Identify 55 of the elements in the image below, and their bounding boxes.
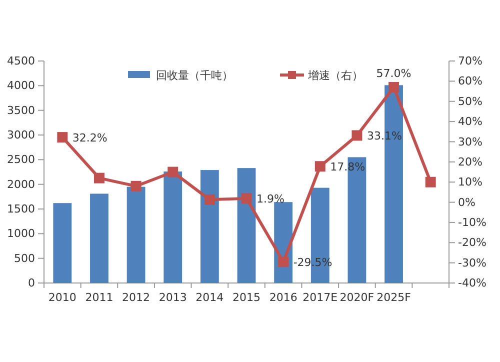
data-label: 57.0% [376,67,412,80]
data-label: 1.9% [256,192,284,206]
x-tick-label: 2012 [122,290,150,304]
bar [53,203,72,283]
point [314,161,326,172]
data-label: 32.2% [72,131,108,144]
y2-tick-label: 60% [458,74,482,88]
point [204,194,215,205]
y2-tick-label: 10% [458,176,482,189]
point [425,176,436,188]
point [278,256,289,268]
y2-tick-label: -20% [458,236,486,250]
point [352,130,362,141]
y2-tick-label: 0% [458,196,476,209]
x-tick-label: 2016 [269,290,298,304]
y-tick-label: 4500 [7,54,35,68]
y2-tick-label: 30% [458,135,482,148]
y2-tick-label: -40% [458,276,486,290]
x-tick-label: 2017E [302,290,338,304]
y-tick-label: 1000 [7,227,35,240]
bar [164,172,182,283]
y-tick-label: 3000 [7,128,35,142]
x-tick-label: 2015 [232,290,260,304]
legend-label: 增速（右） [307,69,363,82]
point [57,132,68,143]
point [94,172,104,184]
point [241,193,252,204]
y-tick-label: 2000 [7,178,35,191]
y2-tick-label: -30% [458,256,486,270]
x-tick-label: 2011 [85,290,114,304]
bar [237,168,256,283]
y-tick-label: 3500 [7,104,35,117]
y2-tick-label: -10% [458,216,486,229]
y-tick-label: 0 [28,276,35,290]
y2-tick-label: 40% [458,115,482,128]
y-tick-label: 500 [14,252,35,265]
legend-label: 回收量（千吨） [156,69,233,82]
y2-tick-label: 70% [458,54,482,68]
point [168,166,178,178]
bar [126,186,146,283]
y2-tick-label: 20% [458,155,482,168]
x-tick-label: 2025F [376,290,411,304]
point [130,180,142,192]
y-tick-label: 4000 [7,79,35,92]
data-label: 17.8% [330,160,366,174]
x-tick-label: 2010 [48,290,76,304]
x-tick-label: 2013 [158,290,187,304]
bar [90,194,108,283]
bar [200,170,219,283]
x-tick-label: 2014 [196,290,224,304]
y-tick-label: 2500 [7,153,35,166]
y2-tick-label: 50% [458,94,482,108]
point [388,82,400,92]
x-tick-label: 2020F [340,290,374,304]
y-tick-label: 1500 [7,202,35,216]
